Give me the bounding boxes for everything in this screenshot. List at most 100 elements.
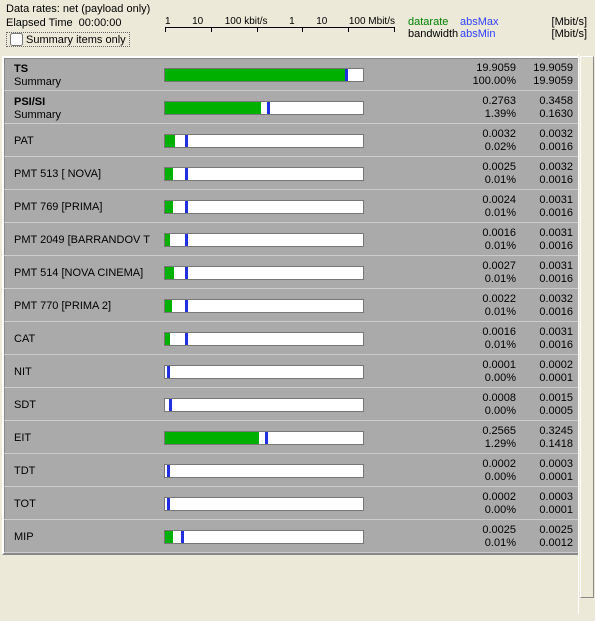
val-absmin: 0.0016 — [518, 273, 573, 286]
table-row[interactable]: PSI/SISummary0.27631.39%0.34580.1630 — [4, 91, 579, 124]
table-row[interactable]: PMT 769 [PRIMA]0.00240.01%0.00310.0016 — [4, 190, 579, 223]
table-row[interactable]: CAT 0.00160.01%0.00310.0016 — [4, 322, 579, 355]
val-absmin: 0.0016 — [518, 339, 573, 352]
table-row[interactable]: PMT 2049 [BARRANDOV T0.00160.01%0.00310.… — [4, 223, 579, 256]
vertical-scrollbar[interactable] — [578, 54, 595, 614]
summary-items-only-label: Summary items only — [26, 34, 126, 46]
val-absmin: 0.0012 — [518, 537, 573, 550]
val-bandwidth: 0.00% — [461, 504, 516, 517]
row-values: 0.00010.00%0.00020.0001 — [461, 359, 573, 385]
bar-max-marker — [181, 531, 184, 543]
val-absmin: 0.0016 — [518, 174, 573, 187]
table-row[interactable]: PAT0.00320.02%0.00320.0016 — [4, 124, 579, 157]
bar-fill — [165, 531, 173, 543]
row-values-left: 0.00220.01% — [461, 293, 518, 319]
row-label-main: PMT 513 [ NOVA] — [14, 168, 164, 180]
table-row[interactable]: NIT0.00010.00%0.00020.0001 — [4, 355, 579, 388]
row-labels: PSI/SISummary — [14, 96, 164, 121]
row-values-left: 0.27631.39% — [461, 95, 518, 121]
bar-max-marker — [345, 69, 348, 81]
row-labels: PMT 770 [PRIMA 2] — [14, 300, 164, 312]
row-labels: SDT — [14, 399, 164, 411]
bar-max-marker — [169, 399, 172, 411]
table-row[interactable]: PMT 514 [NOVA CINEMA]0.00270.01%0.00310.… — [4, 256, 579, 289]
val-bandwidth: 0.00% — [461, 372, 516, 385]
bar-fill — [165, 102, 261, 114]
val-datarate: 0.2763 — [461, 95, 516, 108]
table-row[interactable]: MIP0.00250.01%0.00250.0012 — [4, 520, 579, 553]
row-labels: PMT 513 [ NOVA] — [14, 168, 164, 180]
row-labels: TOT — [14, 498, 164, 510]
val-bandwidth: 1.29% — [461, 438, 516, 451]
row-bar — [164, 68, 364, 82]
row-label-sub: Summary — [14, 76, 164, 88]
row-values-right: 0.00150.0005 — [518, 392, 573, 418]
row-values: 0.25651.29%0.32450.1418 — [461, 425, 573, 451]
val-bandwidth: 0.01% — [461, 273, 516, 286]
val-absmax: 0.0015 — [518, 392, 573, 405]
unit-top: [Mbit/s] — [547, 16, 587, 28]
table-row[interactable]: PMT 513 [ NOVA]0.00250.01%0.00320.0016 — [4, 157, 579, 190]
row-values-left: 0.00020.00% — [461, 491, 518, 517]
val-bandwidth: 0.01% — [461, 306, 516, 319]
legend-datarate: datarate — [408, 16, 460, 28]
bar-max-marker — [185, 267, 188, 279]
val-datarate: 0.0001 — [461, 359, 516, 372]
table-row[interactable]: EIT0.25651.29%0.32450.1418 — [4, 421, 579, 454]
row-values-left: 0.00020.00% — [461, 458, 518, 484]
bar-max-marker — [267, 102, 270, 114]
row-values-right: 0.00020.0001 — [518, 359, 573, 385]
bar-fill — [165, 234, 170, 246]
row-bar — [164, 497, 364, 511]
bar-track — [164, 365, 364, 379]
bar-track — [164, 266, 364, 280]
row-values: 0.00160.01%0.00310.0016 — [461, 326, 573, 352]
row-labels: PMT 514 [NOVA CINEMA] — [14, 267, 164, 279]
bar-max-marker — [185, 333, 188, 345]
val-absmin: 0.0001 — [518, 471, 573, 484]
table-row[interactable]: PMT 770 [PRIMA 2] 0.00220.01%0.00320.0016 — [4, 289, 579, 322]
row-labels: PMT 2049 [BARRANDOV T — [14, 234, 164, 246]
val-bandwidth: 0.00% — [461, 471, 516, 484]
table-row[interactable]: TDT0.00020.00%0.00030.0001 — [4, 454, 579, 487]
bar-max-marker — [265, 432, 268, 444]
scale-tick-label: 1 — [165, 16, 171, 27]
table-row[interactable]: SDT0.00080.00%0.00150.0005 — [4, 388, 579, 421]
row-label-main: PMT 769 [PRIMA] — [14, 201, 164, 213]
bar-track — [164, 200, 364, 214]
val-bandwidth: 0.01% — [461, 339, 516, 352]
bar-track — [164, 233, 364, 247]
table-row[interactable]: TSSummary19.9059100.00%19.905919.9059 — [4, 58, 579, 91]
summary-items-only-input[interactable] — [10, 33, 23, 46]
val-absmax: 0.3458 — [518, 95, 573, 108]
row-values: 0.00320.02%0.00320.0016 — [461, 128, 573, 154]
val-absmin: 0.0016 — [518, 141, 573, 154]
row-label-main: PSI/SI — [14, 96, 164, 108]
val-absmin: 0.0001 — [518, 372, 573, 385]
bar-track — [164, 464, 364, 478]
row-values-right: 0.32450.1418 — [518, 425, 573, 451]
bar-fill — [165, 69, 345, 81]
val-absmax: 0.0031 — [518, 227, 573, 240]
row-values-right: 0.00320.0016 — [518, 293, 573, 319]
bar-fill — [165, 333, 170, 345]
row-labels: TDT — [14, 465, 164, 477]
row-values-left: 0.00250.01% — [461, 524, 518, 550]
scale-tick-label: 100 Mbit/s — [349, 16, 395, 27]
summary-items-only-checkbox[interactable]: Summary items only — [6, 32, 130, 47]
val-absmax: 0.0032 — [518, 293, 573, 306]
row-bar — [164, 167, 364, 181]
bar-fill — [165, 300, 172, 312]
row-bar — [164, 365, 364, 379]
title-label: Data rates: net (payload only) — [6, 3, 150, 15]
val-absmin: 0.0005 — [518, 405, 573, 418]
scrollbar-thumb[interactable] — [580, 56, 594, 598]
val-bandwidth: 0.00% — [461, 405, 516, 418]
bar-track — [164, 299, 364, 313]
bar-fill — [165, 168, 173, 180]
row-label-main: CAT — [14, 333, 164, 345]
row-values-left: 0.00160.01% — [461, 227, 518, 253]
bar-max-marker — [167, 465, 170, 477]
row-label-main: SDT — [14, 399, 164, 411]
table-row[interactable]: TOT0.00020.00%0.00030.0001 — [4, 487, 579, 520]
